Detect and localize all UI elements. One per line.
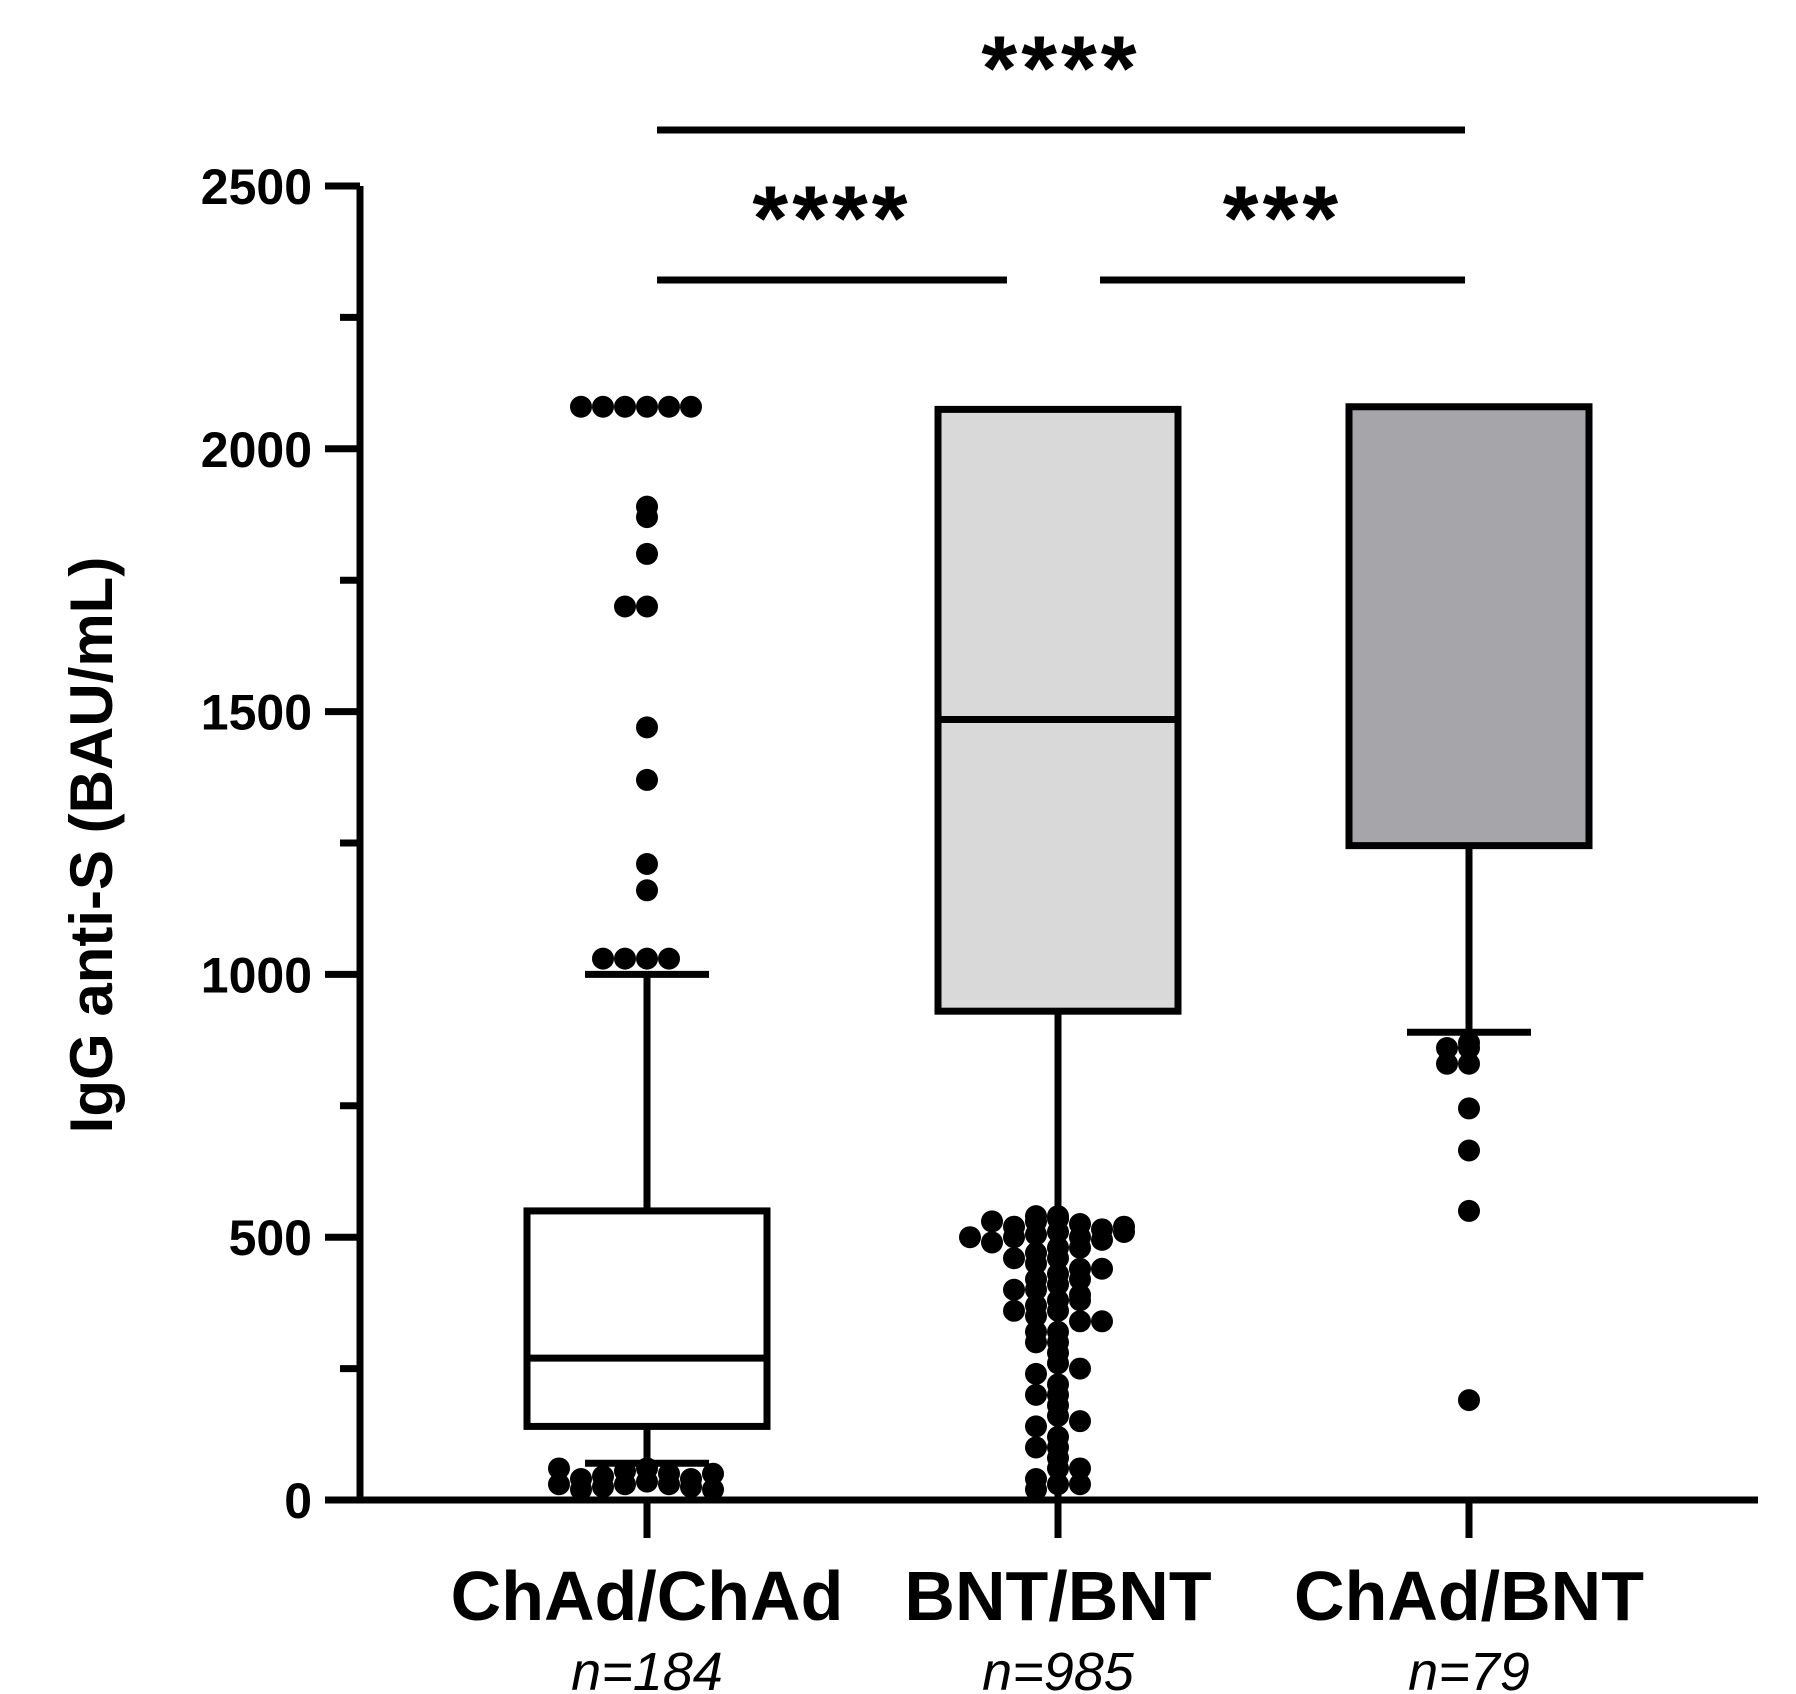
x-axis-labels: ChAd/ChAd n=184 BNT/BNT n=985 ChAd/BNT n=79 xyxy=(451,1557,1644,1694)
data-point xyxy=(636,395,658,418)
data-point xyxy=(702,1478,724,1501)
data-point xyxy=(702,1462,724,1485)
data-point xyxy=(1091,1310,1113,1333)
data-point xyxy=(1047,1273,1069,1296)
y-tick-label: 1000 xyxy=(201,947,312,1003)
data-point xyxy=(1091,1228,1113,1251)
data-point xyxy=(1003,1278,1025,1301)
box-body xyxy=(523,1207,771,1430)
data-point xyxy=(636,716,658,739)
data-point xyxy=(1025,1305,1047,1328)
data-point xyxy=(614,395,636,418)
category-label: ChAd/BNT xyxy=(1294,1557,1644,1635)
data-point xyxy=(1436,1036,1458,1059)
data-point xyxy=(1047,1473,1069,1496)
data-point xyxy=(959,1226,981,1249)
data-point xyxy=(1458,1036,1480,1059)
data-point xyxy=(1025,1331,1047,1354)
data-point xyxy=(592,947,614,970)
data-point xyxy=(636,542,658,565)
y-tick-label: 2500 xyxy=(201,159,312,215)
data-point xyxy=(1069,1236,1091,1259)
data-point xyxy=(1003,1226,1025,1249)
data-point xyxy=(1025,1415,1047,1438)
data-point xyxy=(548,1473,570,1496)
data-point xyxy=(658,1473,680,1496)
data-point xyxy=(1025,1478,1047,1501)
category-label: ChAd/ChAd xyxy=(451,1557,844,1635)
data-point xyxy=(1047,1404,1069,1427)
data-point xyxy=(1458,1199,1480,1222)
data-point xyxy=(614,947,636,970)
data-point xyxy=(1458,1389,1480,1412)
significance-label: *** xyxy=(1223,168,1342,270)
data-point xyxy=(1069,1473,1091,1496)
data-point xyxy=(1069,1410,1091,1433)
y-tick-label: 2000 xyxy=(201,422,312,478)
box-1 xyxy=(523,970,771,1467)
data-point xyxy=(680,1475,702,1498)
data-point xyxy=(1091,1257,1113,1280)
data-point xyxy=(570,1467,592,1490)
data-point xyxy=(1047,1247,1069,1270)
data-point xyxy=(1047,1457,1069,1480)
data-point xyxy=(1025,1436,1047,1459)
sample-size-label: n=79 xyxy=(1408,1642,1530,1694)
data-point xyxy=(1069,1310,1091,1333)
data-point xyxy=(1458,1097,1480,1120)
data-point xyxy=(1069,1268,1091,1291)
data-point xyxy=(1069,1289,1091,1312)
data-point xyxy=(1069,1357,1091,1380)
data-point xyxy=(636,768,658,791)
data-point xyxy=(680,395,702,418)
data-point xyxy=(658,947,680,970)
significance-label: **** xyxy=(981,18,1140,120)
significance-label: **** xyxy=(752,168,911,270)
data-point xyxy=(1025,1362,1047,1385)
sample-size-label: n=184 xyxy=(571,1642,723,1694)
data-point xyxy=(636,1470,658,1493)
y-tick-label: 500 xyxy=(229,1210,312,1266)
data-point xyxy=(1003,1299,1025,1322)
data-point xyxy=(614,1473,636,1496)
data-point xyxy=(636,595,658,618)
y-tick-label: 1500 xyxy=(201,685,312,741)
data-point xyxy=(1003,1247,1025,1270)
data-point xyxy=(1069,1457,1091,1480)
data-point xyxy=(1047,1299,1069,1322)
outlier-points xyxy=(548,395,1480,1501)
data-point xyxy=(1025,1223,1047,1246)
data-point xyxy=(592,1475,614,1498)
data-point xyxy=(636,879,658,902)
data-point xyxy=(592,395,614,418)
data-point xyxy=(1436,1052,1458,1075)
data-point xyxy=(1025,1278,1047,1301)
category-label: BNT/BNT xyxy=(904,1557,1211,1635)
box-body xyxy=(934,405,1182,1015)
axes: 0 500 1000 1500 2000 2500 xyxy=(201,159,1758,1538)
data-point xyxy=(981,1210,1003,1233)
data-point xyxy=(636,947,658,970)
y-axis-title: IgG anti-S (BAU/mL) xyxy=(58,557,125,1134)
box-3 xyxy=(1345,403,1593,1036)
data-point xyxy=(981,1231,1003,1254)
box-body xyxy=(1345,403,1593,850)
y-tick-label: 0 xyxy=(284,1473,312,1529)
data-point xyxy=(1047,1352,1069,1375)
data-point xyxy=(1458,1139,1480,1162)
data-point xyxy=(1113,1220,1135,1243)
significance-brackets: **** ******* xyxy=(657,18,1465,284)
data-point xyxy=(1047,1220,1069,1243)
data-point xyxy=(1025,1252,1047,1275)
data-point xyxy=(658,395,680,418)
data-point xyxy=(636,506,658,529)
data-point xyxy=(1458,1052,1480,1075)
sample-size-label: n=985 xyxy=(982,1642,1135,1694)
data-point xyxy=(570,395,592,418)
data-point xyxy=(614,595,636,618)
data-point xyxy=(1025,1383,1047,1406)
data-point xyxy=(548,1457,570,1480)
data-point xyxy=(636,853,658,876)
